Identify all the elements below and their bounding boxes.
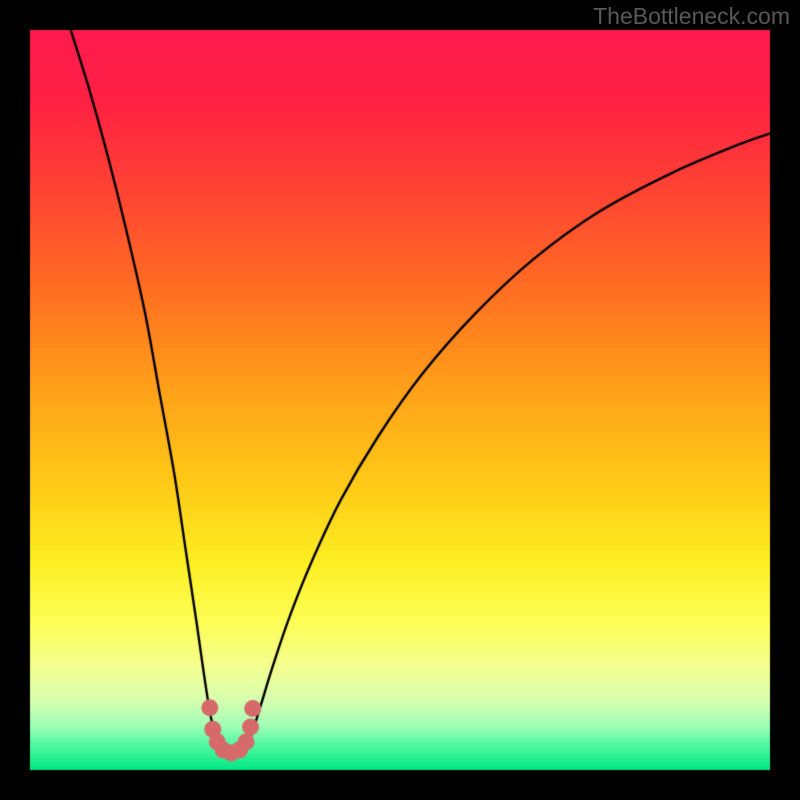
bottleneck-curve-canvas bbox=[0, 0, 800, 800]
watermark-text: TheBottleneck.com bbox=[593, 3, 790, 30]
chart-stage: TheBottleneck.com bbox=[0, 0, 800, 800]
